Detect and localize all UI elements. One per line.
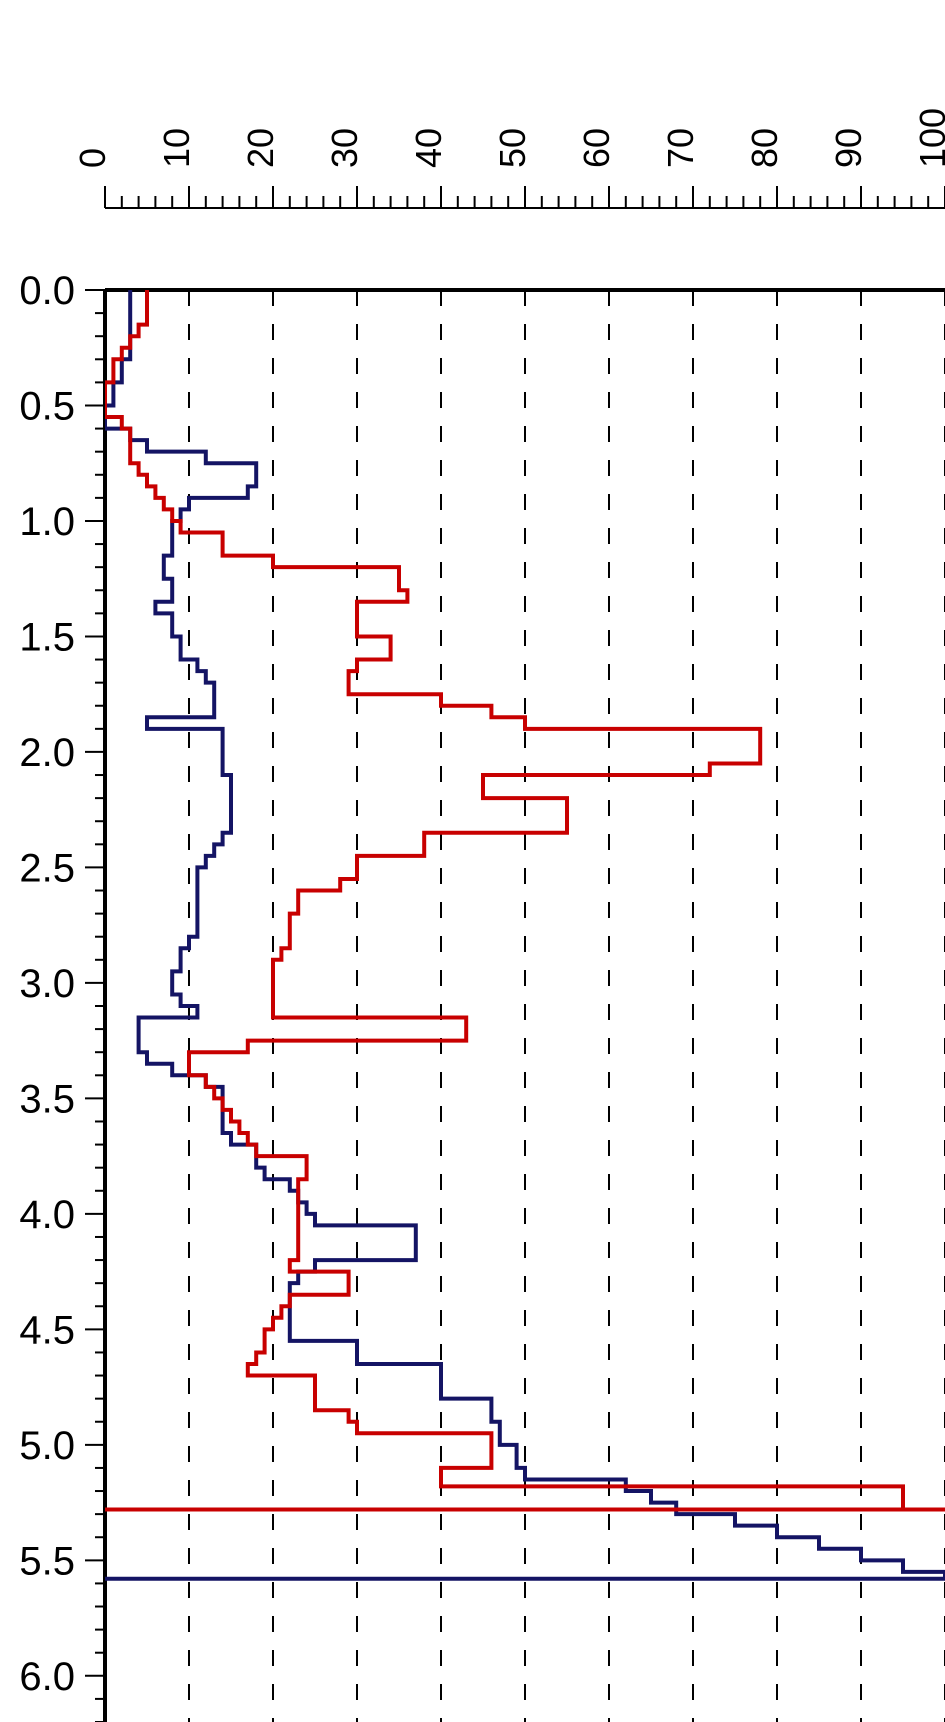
y-axis-label: 1.5 [19, 615, 75, 659]
y-axis-label: 5.5 [19, 1539, 75, 1583]
top-axis-label: 0 [72, 148, 113, 168]
top-axis-label: 10 [156, 128, 197, 168]
y-axis-label: 6.0 [19, 1655, 75, 1699]
top-axis-label: 70 [660, 128, 701, 168]
y-axis-label: 4.5 [19, 1308, 75, 1352]
y-axis-label: 5.0 [19, 1424, 75, 1468]
top-axis-label: 40 [408, 128, 449, 168]
top-axis-label: 60 [576, 128, 617, 168]
y-axis-label: 2.0 [19, 731, 75, 775]
y-axis-label: 4.0 [19, 1193, 75, 1237]
step-chart: 0 10 20 30 40 50 60 70 80 90 100 0.0 0.5 1.0 1.5 2.0 2.5… [0, 0, 945, 1722]
top-axis-label: 50 [492, 128, 533, 168]
y-axis-label: 0.5 [19, 384, 75, 428]
top-axis-label: 30 [324, 128, 365, 168]
top-axis-label: 90 [828, 128, 869, 168]
y-axis-label: 2.5 [19, 846, 75, 890]
top-axis-label: 20 [240, 128, 281, 168]
y-axis-label: 1.0 [19, 500, 75, 544]
y-axis-label: 0.0 [19, 269, 75, 313]
y-axis-label: 3.0 [19, 962, 75, 1006]
top-axis-label: 80 [744, 128, 785, 168]
y-axis-label: 3.5 [19, 1077, 75, 1121]
top-axis-label: 100 [912, 108, 945, 168]
